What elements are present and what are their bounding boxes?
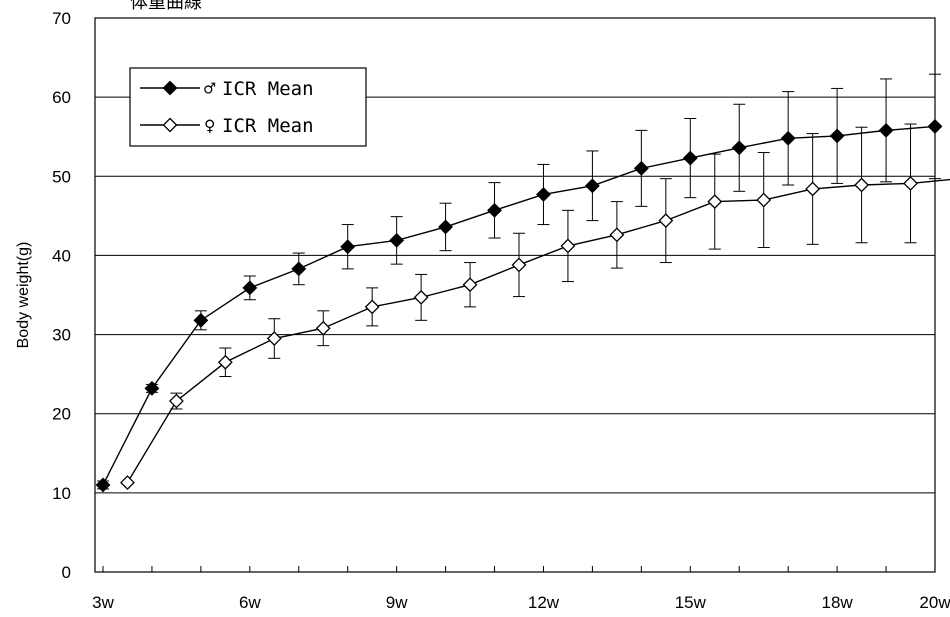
data-point	[560, 238, 576, 254]
data-point	[927, 119, 943, 134]
data-point	[658, 213, 674, 229]
data-point	[315, 320, 331, 336]
data-point	[633, 160, 649, 176]
data-point	[780, 130, 796, 146]
x-tick-label: 6w	[239, 593, 261, 612]
y-tick-label: 40	[52, 246, 71, 265]
series-1-line	[102, 125, 936, 486]
x-tick-label: 12w	[528, 593, 560, 612]
data-point	[364, 299, 380, 315]
legend-marker	[162, 80, 178, 96]
series	[95, 73, 950, 493]
data-point	[168, 393, 184, 409]
data-point	[95, 477, 111, 493]
x-axis: 3w 6w 9w 12w 15w 18w 20w	[92, 566, 950, 612]
y-axis-title: Body weight(g)	[15, 242, 32, 349]
y-tick-label: 0	[62, 563, 71, 582]
legend-label: ICR Mean	[222, 115, 314, 137]
series-2-line	[126, 178, 950, 483]
data-point	[144, 380, 160, 396]
x-tick-label: 18w	[822, 593, 854, 612]
gridlines	[95, 96, 935, 494]
data-point	[217, 354, 233, 370]
data-point	[536, 187, 551, 202]
x-tick-label: 15w	[675, 593, 707, 612]
series-1	[95, 73, 943, 493]
data-point	[389, 232, 405, 248]
data-point	[756, 192, 772, 208]
legend-label: ICR Mean	[222, 78, 314, 100]
data-point	[462, 277, 478, 293]
legend-box	[129, 67, 367, 147]
series-2	[120, 123, 950, 490]
y-tick-label: 10	[52, 484, 71, 503]
y-tick-label: 70	[52, 9, 71, 28]
data-point	[413, 289, 429, 305]
data-point	[878, 122, 894, 138]
legend-sex-label: ♀	[204, 115, 215, 137]
data-point	[805, 181, 821, 197]
data-point	[707, 194, 723, 210]
chart-title: 体重曲線	[130, 0, 202, 13]
data-point	[242, 280, 258, 296]
data-point	[903, 175, 918, 191]
data-point	[487, 202, 502, 218]
plot-area	[94, 17, 936, 573]
y-tick-label: 50	[52, 167, 71, 186]
data-point	[511, 257, 527, 273]
data-point	[584, 178, 600, 194]
x-tick-label: 9w	[386, 593, 408, 612]
x-tick-label: 3w	[92, 593, 114, 612]
x-tick-label: 20w	[919, 593, 950, 612]
data-point	[266, 331, 282, 346]
data-point	[291, 261, 307, 277]
data-point	[731, 140, 747, 156]
legend-sex-label: ♂	[204, 78, 216, 100]
y-axis: 0 10 20 30 40 50 60 70	[52, 9, 71, 582]
data-point	[682, 150, 698, 166]
legend: ♂ ICR Mean ♀ ICR Mean	[129, 67, 367, 147]
data-point	[854, 177, 870, 193]
legend-marker	[162, 117, 178, 133]
y-tick-label: 20	[52, 405, 71, 424]
data-point	[829, 128, 845, 144]
y-tick-label: 60	[52, 88, 71, 107]
data-point	[193, 312, 209, 328]
data-point	[438, 219, 454, 235]
data-point	[609, 227, 625, 243]
y-tick-label: 30	[52, 326, 71, 345]
data-point	[120, 475, 135, 490]
data-point	[340, 239, 356, 255]
